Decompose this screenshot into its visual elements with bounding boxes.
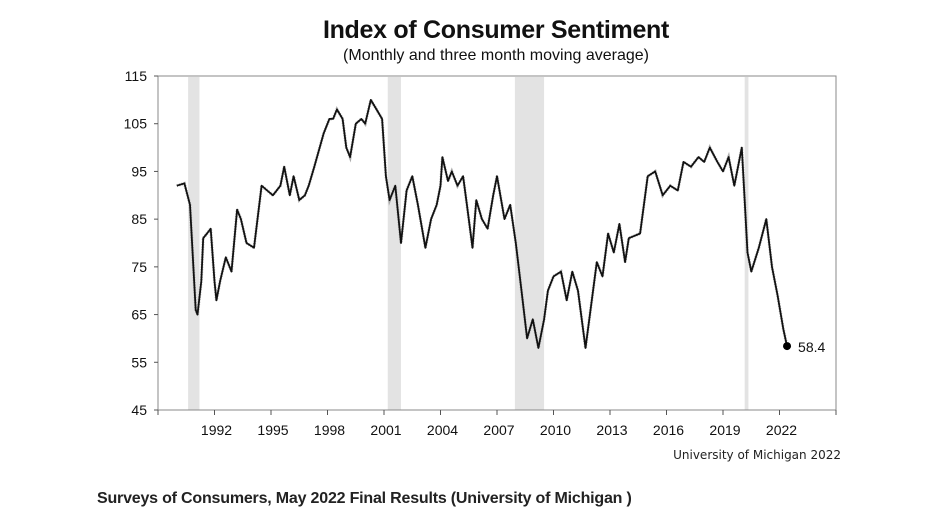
y-tick-label: 105	[124, 116, 148, 132]
y-tick-label: 85	[131, 211, 147, 227]
latest-value-label: 58.4	[798, 339, 825, 355]
chart-subtitle: (Monthly and three month moving average)	[343, 47, 649, 64]
moving-average-line	[176, 99, 788, 349]
x-tick-label: 2007	[483, 422, 514, 438]
x-tick-label: 1995	[257, 422, 288, 438]
recession-band	[387, 77, 401, 410]
source-note: University of Michigan 2022	[673, 448, 841, 462]
y-tick-label: 75	[131, 259, 147, 275]
x-tick-label: 2013	[596, 422, 627, 438]
y-tick-label: 45	[131, 402, 147, 418]
chart-title: Index of Consumer Sentiment	[322, 16, 670, 44]
y-tick-label: 55	[131, 354, 147, 370]
x-tick-label: 2001	[370, 422, 401, 438]
x-tick-label: 1998	[314, 422, 345, 438]
latest-value-marker	[783, 342, 792, 351]
y-tick-label: 95	[131, 163, 147, 179]
x-tick-label: 2004	[427, 422, 458, 438]
x-tick-label: 2016	[653, 422, 684, 438]
plot-frame	[157, 75, 837, 411]
monthly-series-line	[176, 95, 789, 349]
x-tick-label: 2019	[709, 422, 740, 438]
x-tick-label: 1992	[201, 422, 232, 438]
recession-band	[188, 77, 200, 410]
x-tick-label: 2010	[540, 422, 571, 438]
caption: Surveys of Consumers, May 2022 Final Res…	[97, 490, 632, 507]
recession-band	[514, 77, 545, 410]
y-tick-label: 115	[125, 68, 148, 84]
x-tick-label: 2022	[766, 422, 797, 438]
y-tick-label: 65	[131, 307, 147, 323]
